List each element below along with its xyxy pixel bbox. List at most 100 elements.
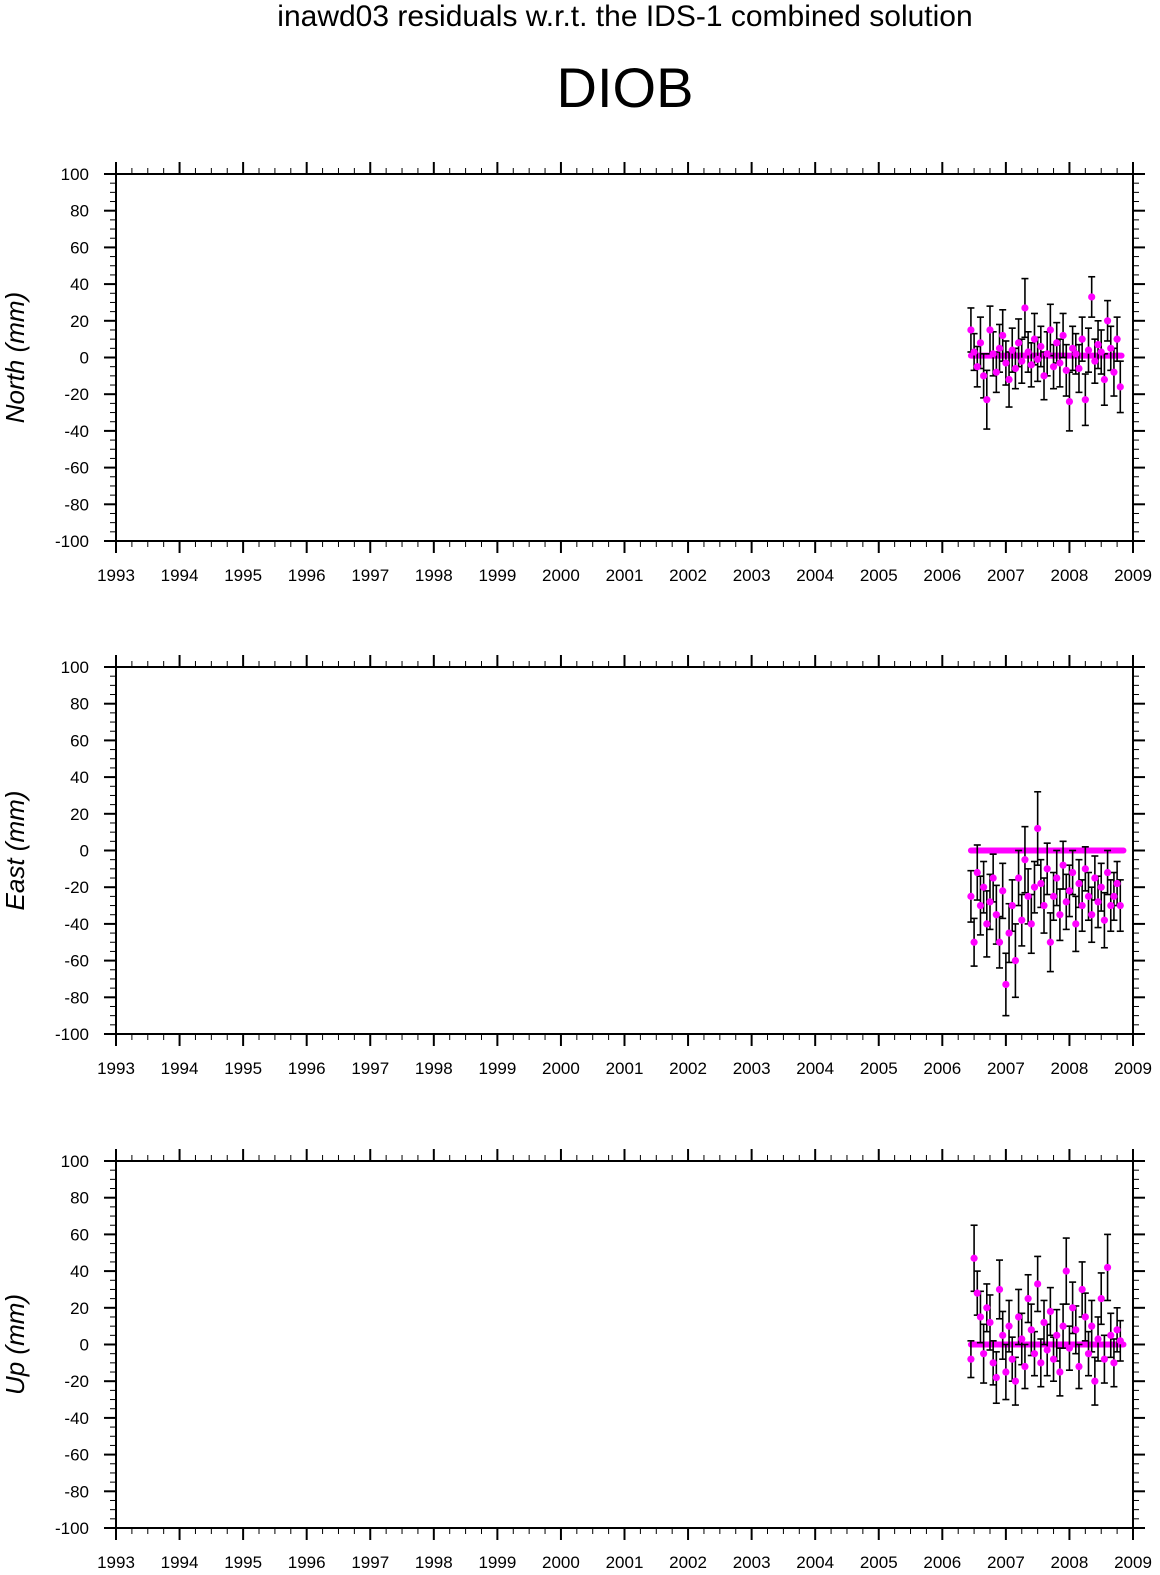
data-point [967,1355,975,1363]
x-tick-label: 1994 [161,566,199,585]
data-point [1005,375,1013,384]
x-tick-label: 2006 [923,1553,961,1572]
data-point [1056,911,1064,919]
x-tick-label: 2009 [1114,1553,1152,1572]
data-point [1030,335,1039,343]
data-point [1008,901,1016,910]
data-point [989,874,997,882]
y-tick-label: -80 [64,495,89,514]
data-point [1053,339,1061,347]
data-point [1040,901,1048,910]
x-tick-label: 1995 [224,1059,262,1078]
y-axis-label: East (mm) [0,791,30,911]
x-tick-label: 1993 [97,566,135,585]
data-point [1107,344,1115,352]
data-point [1011,957,1020,965]
x-tick-label: 2007 [987,1553,1025,1572]
y-tick-label: -100 [55,1519,89,1538]
data-point [1094,898,1102,906]
data-point [983,396,991,404]
data-point [1049,892,1058,900]
panel-1: 1993 1994 1995 1996 1997 1998 1999 2000 2001 2002… [0,162,1152,585]
data-point [973,363,981,371]
x-tick-label: 1994 [161,1553,199,1572]
data-point [1014,874,1023,882]
data-point [1059,1322,1067,1330]
x-tick-label: 2009 [1114,1059,1152,1078]
data-point [1113,879,1121,888]
panel-3: 1993 1994 1995 1996 1997 1998 1999 2000 2001 2002… [0,1149,1152,1572]
data-point [1075,1362,1083,1371]
data-point [1072,350,1080,358]
x-tick-label: 2002 [669,566,707,585]
data-point [1116,1337,1124,1345]
data-point [1100,375,1108,384]
data-point [1110,1359,1118,1367]
data-point [1078,901,1086,910]
data-point [1094,341,1102,349]
data-point [1116,383,1124,391]
data-point [1005,1322,1013,1330]
x-tick-label: 1997 [351,1553,389,1572]
data-point [1040,1318,1048,1327]
data-point [1103,1263,1112,1272]
data-point [1091,1377,1099,1385]
y-tick-label: 80 [70,695,89,714]
y-tick-label: 20 [70,1299,89,1318]
x-tick-label: 1999 [478,1553,516,1572]
data-point [1075,364,1083,373]
data-point [1084,1350,1093,1358]
data-point [1021,304,1029,312]
data-point [992,911,1000,919]
y-tick-label: 0 [80,1336,89,1355]
y-axis-label: North (mm) [0,292,30,423]
data-point [1091,874,1099,882]
data-point [1014,339,1023,347]
y-tick-label: -60 [64,952,89,971]
y-tick-label: -60 [64,1446,89,1465]
x-tick-label: 1996 [288,1059,326,1078]
data-point [1069,344,1077,352]
x-tick-label: 1993 [97,1059,135,1078]
y-tick-label: 100 [61,165,89,184]
data-point [992,1373,1000,1382]
y-tick-label: -100 [55,1025,89,1044]
data-point [1088,911,1096,919]
data-point [1037,879,1045,888]
x-tick-label: 2004 [796,1059,834,1078]
data-point [973,1289,981,1297]
data-point [1110,892,1118,900]
x-tick-label: 1996 [288,566,326,585]
data-point [973,868,981,877]
x-tick-label: 2009 [1114,566,1152,585]
data-point [1024,1295,1032,1303]
data-point [967,326,975,334]
data-point [1091,357,1099,365]
data-point [1037,342,1045,351]
data-point [1062,1267,1070,1275]
data-point [999,887,1007,895]
y-tick-label: 100 [61,1152,89,1171]
data-point [1062,898,1070,906]
data-point [1027,361,1035,369]
data-point [1078,335,1086,343]
x-tick-label: 1998 [415,1059,453,1078]
data-point [1011,364,1020,373]
data-point [1049,1355,1058,1363]
data-point [1053,1331,1061,1339]
data-point [1046,1307,1054,1316]
data-point [983,1304,991,1312]
x-tick-label: 2000 [542,1553,580,1572]
data-point [995,938,1004,946]
x-tick-label: 1998 [415,566,453,585]
data-point [1113,335,1121,343]
data-point [1107,901,1115,910]
data-point [1027,1326,1035,1334]
data-point [1002,1368,1010,1376]
data-point [1005,929,1013,937]
data-point [1113,1326,1121,1334]
data-point [995,344,1004,352]
data-point [970,348,978,356]
y-tick-label: 40 [70,1262,89,1281]
data-point [1081,1313,1089,1321]
